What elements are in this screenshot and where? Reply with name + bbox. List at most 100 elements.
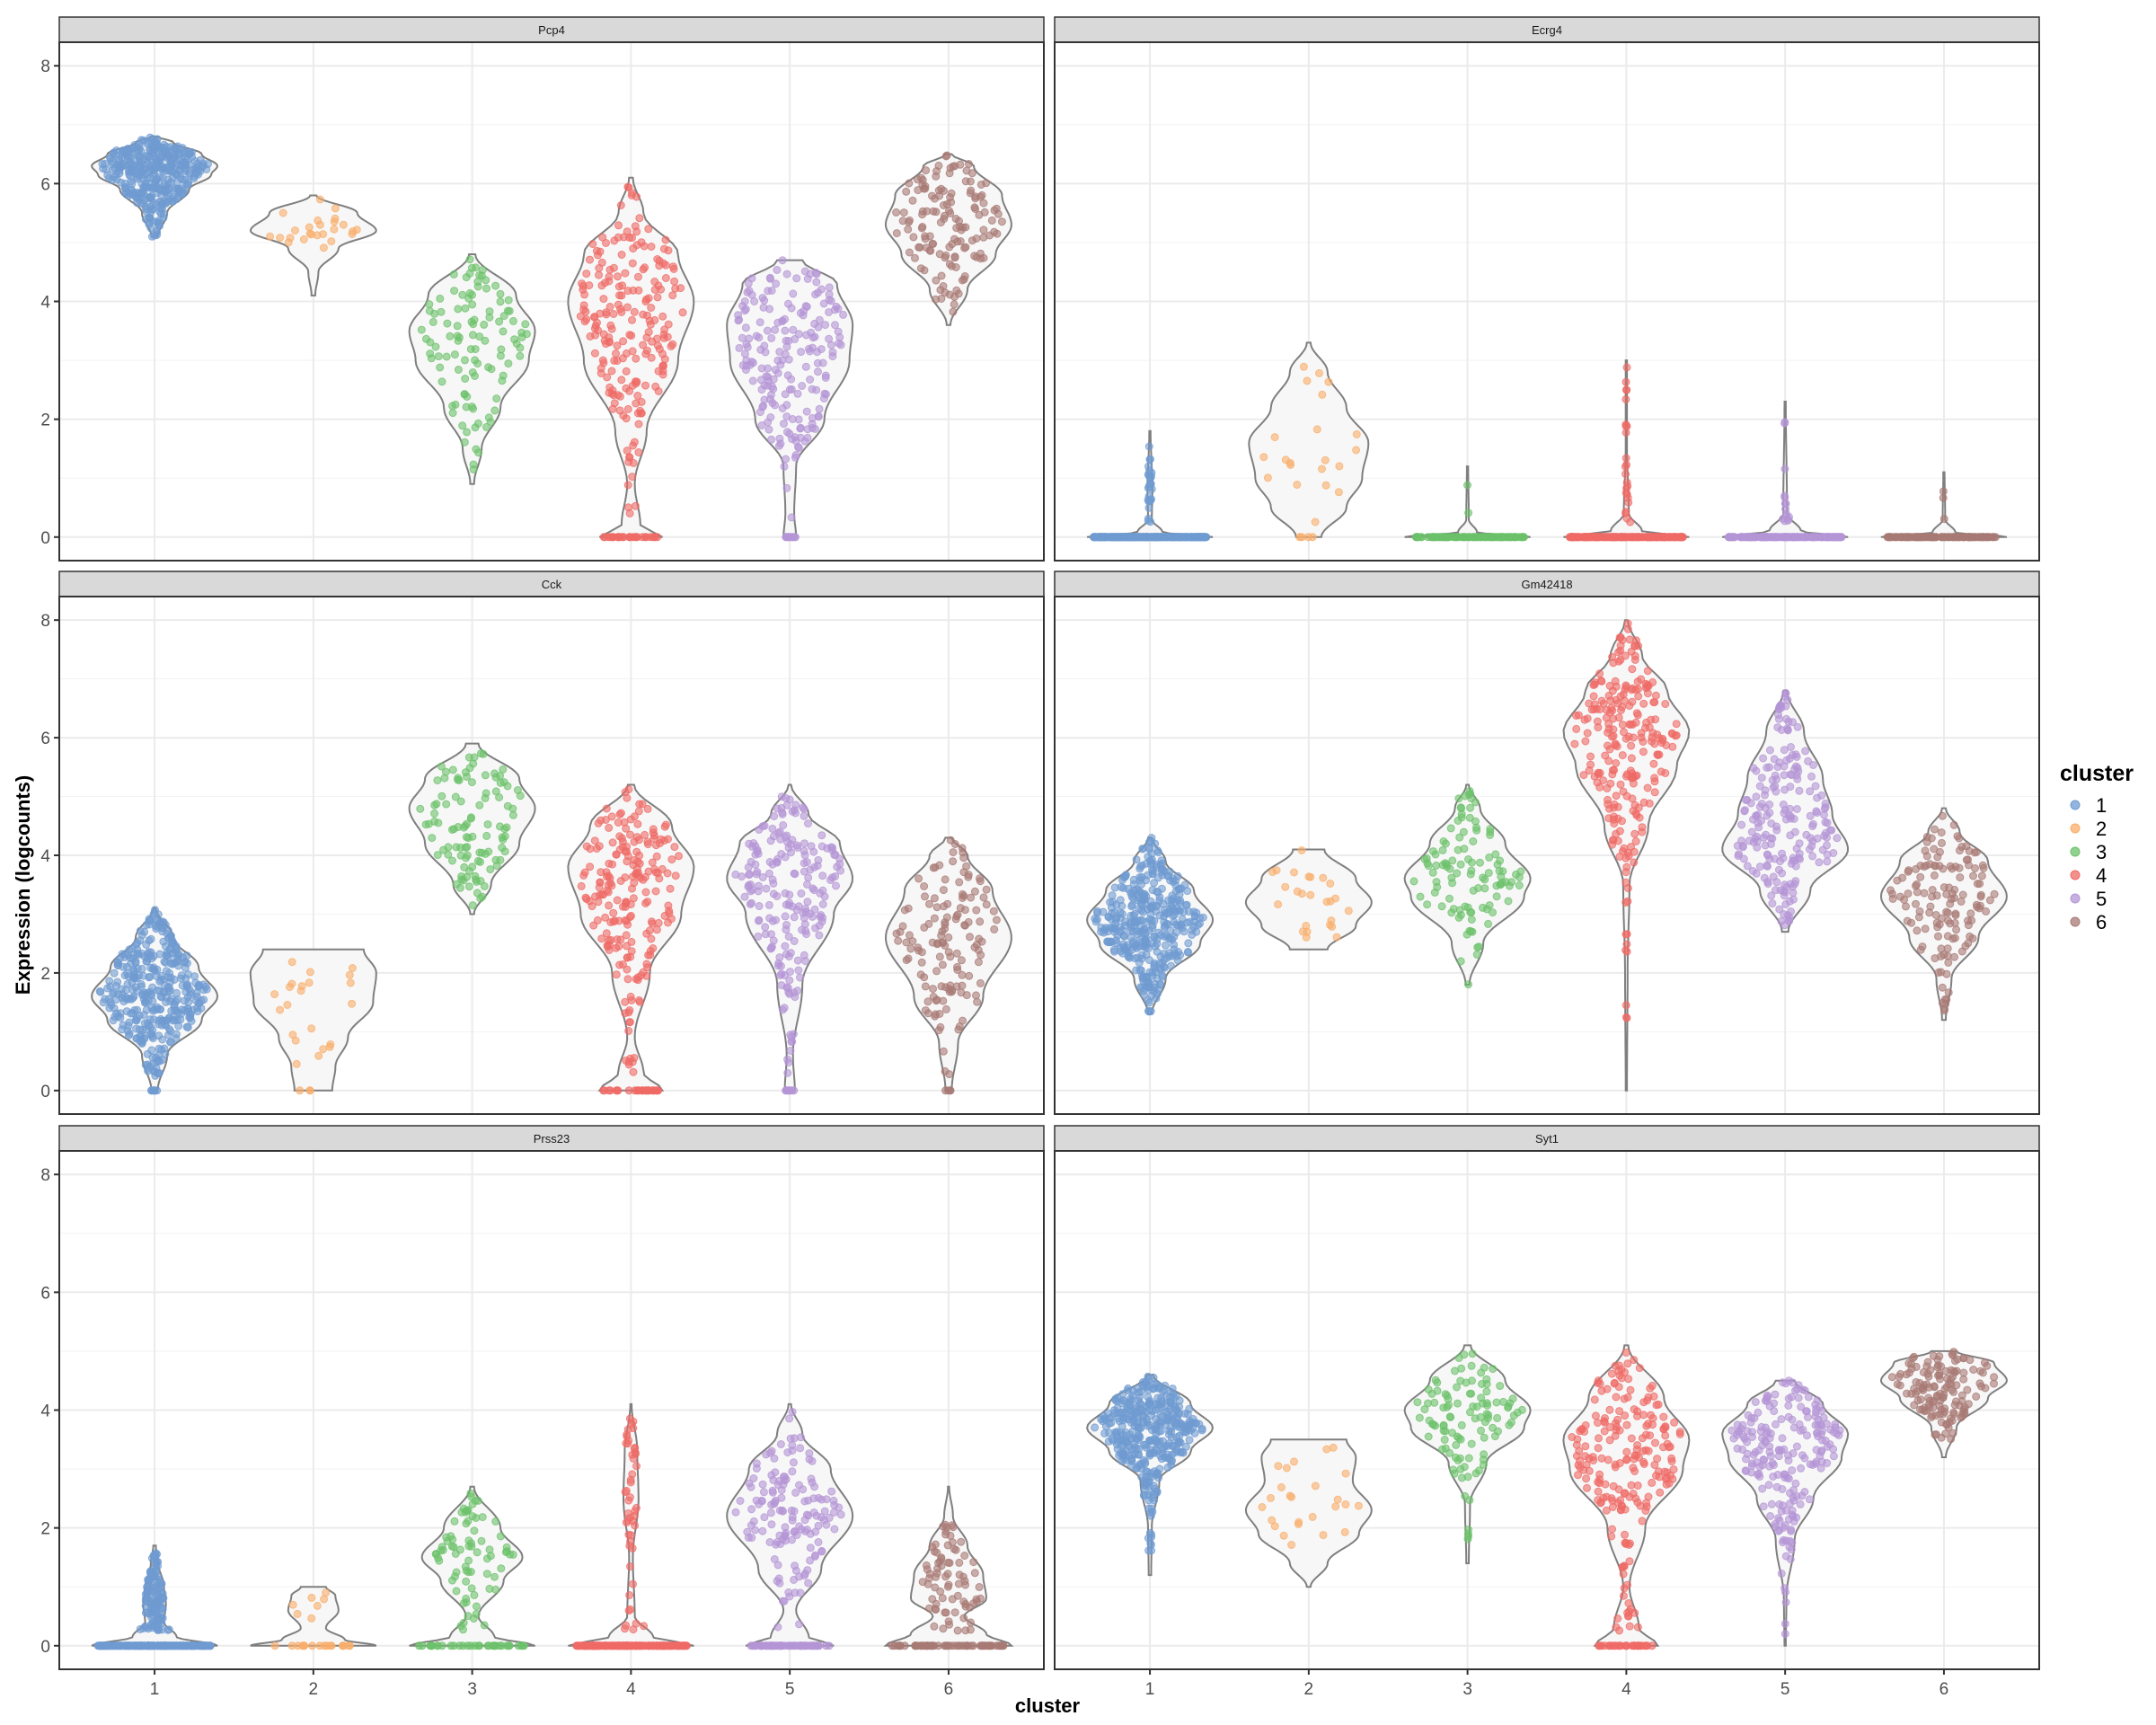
data-point [664, 835, 672, 844]
data-point [596, 369, 605, 377]
data-point [1931, 954, 1940, 963]
data-point [1467, 794, 1476, 802]
data-point [1937, 944, 1946, 953]
data-point [967, 893, 976, 902]
data-point [641, 830, 649, 839]
data-point [1643, 667, 1652, 676]
data-point [777, 792, 786, 801]
data-point [925, 899, 933, 908]
data-point [776, 835, 785, 844]
data-point [1464, 980, 1472, 989]
data-point [1902, 902, 1910, 911]
data-point [1900, 896, 1909, 904]
data-point [1790, 827, 1799, 836]
data-point [605, 901, 614, 910]
data-point [968, 169, 976, 178]
data-point [173, 957, 182, 966]
data-point [1612, 792, 1621, 801]
data-point [960, 272, 969, 280]
data-point [430, 809, 439, 818]
data-point [113, 960, 122, 969]
data-point [1117, 882, 1126, 891]
data-point [446, 332, 455, 341]
data-point [1789, 815, 1798, 823]
data-point [155, 1582, 164, 1590]
data-point [1162, 533, 1171, 542]
data-point [780, 1004, 789, 1013]
data-point [761, 923, 770, 932]
data-point [976, 917, 985, 926]
data-point [791, 993, 800, 1002]
data-point [1413, 533, 1422, 542]
data-point [1144, 853, 1153, 861]
data-point [153, 228, 162, 237]
data-point [614, 391, 623, 400]
data-point [1833, 834, 1842, 843]
data-point [1146, 480, 1155, 489]
data-point [1789, 889, 1798, 898]
data-point [1297, 889, 1306, 898]
data-point [1441, 533, 1450, 542]
data-point [614, 221, 623, 230]
data-point [748, 376, 757, 385]
data-point [653, 293, 662, 302]
data-point [741, 323, 750, 332]
data-point [326, 1040, 335, 1048]
data-point [817, 831, 826, 840]
data-point [1623, 493, 1632, 502]
data-point [1638, 827, 1647, 836]
data-point [472, 263, 480, 272]
data-point [105, 977, 114, 986]
data-point [157, 164, 166, 173]
data-point [291, 226, 299, 234]
data-point [1182, 900, 1191, 909]
data-point [135, 171, 144, 180]
data-point [950, 840, 959, 848]
data-point [627, 332, 636, 341]
data-point [1964, 916, 1972, 925]
data-point [771, 325, 780, 334]
data-point [616, 201, 625, 209]
data-point [764, 900, 773, 909]
data-point [634, 995, 643, 1004]
data-point [802, 302, 811, 311]
data-point [1595, 669, 1604, 678]
data-point [929, 985, 937, 994]
data-point [836, 341, 845, 349]
data-point [276, 234, 285, 243]
data-point [1146, 903, 1155, 911]
data-point [131, 957, 140, 966]
data-point [162, 198, 171, 207]
data-point [296, 1086, 305, 1095]
y-tick-label: 4 [40, 847, 50, 866]
data-point [466, 345, 475, 354]
data-point [1135, 927, 1144, 936]
data-point [1129, 937, 1137, 946]
data-point [610, 399, 619, 408]
data-point [1948, 533, 1957, 542]
data-point [622, 367, 631, 376]
data-point [1610, 800, 1619, 809]
data-point [428, 834, 437, 843]
data-point [1820, 831, 1829, 840]
data-point [1190, 912, 1199, 921]
data-point [596, 878, 605, 887]
facet-strip-label: Cck [542, 578, 562, 591]
data-point [934, 161, 943, 170]
data-point [660, 822, 669, 831]
data-point [755, 902, 764, 910]
data-point [1167, 961, 1175, 970]
data-point [135, 1641, 143, 1650]
data-point [148, 200, 157, 209]
data-point [491, 855, 500, 864]
data-point [521, 320, 530, 329]
data-point [1813, 809, 1822, 817]
data-point [600, 1086, 609, 1095]
data-point [1409, 877, 1418, 886]
data-point [1180, 880, 1189, 889]
data-point [979, 226, 988, 234]
data-point [498, 833, 507, 842]
data-point [159, 214, 168, 223]
data-point [787, 1038, 796, 1046]
data-point [484, 363, 493, 372]
